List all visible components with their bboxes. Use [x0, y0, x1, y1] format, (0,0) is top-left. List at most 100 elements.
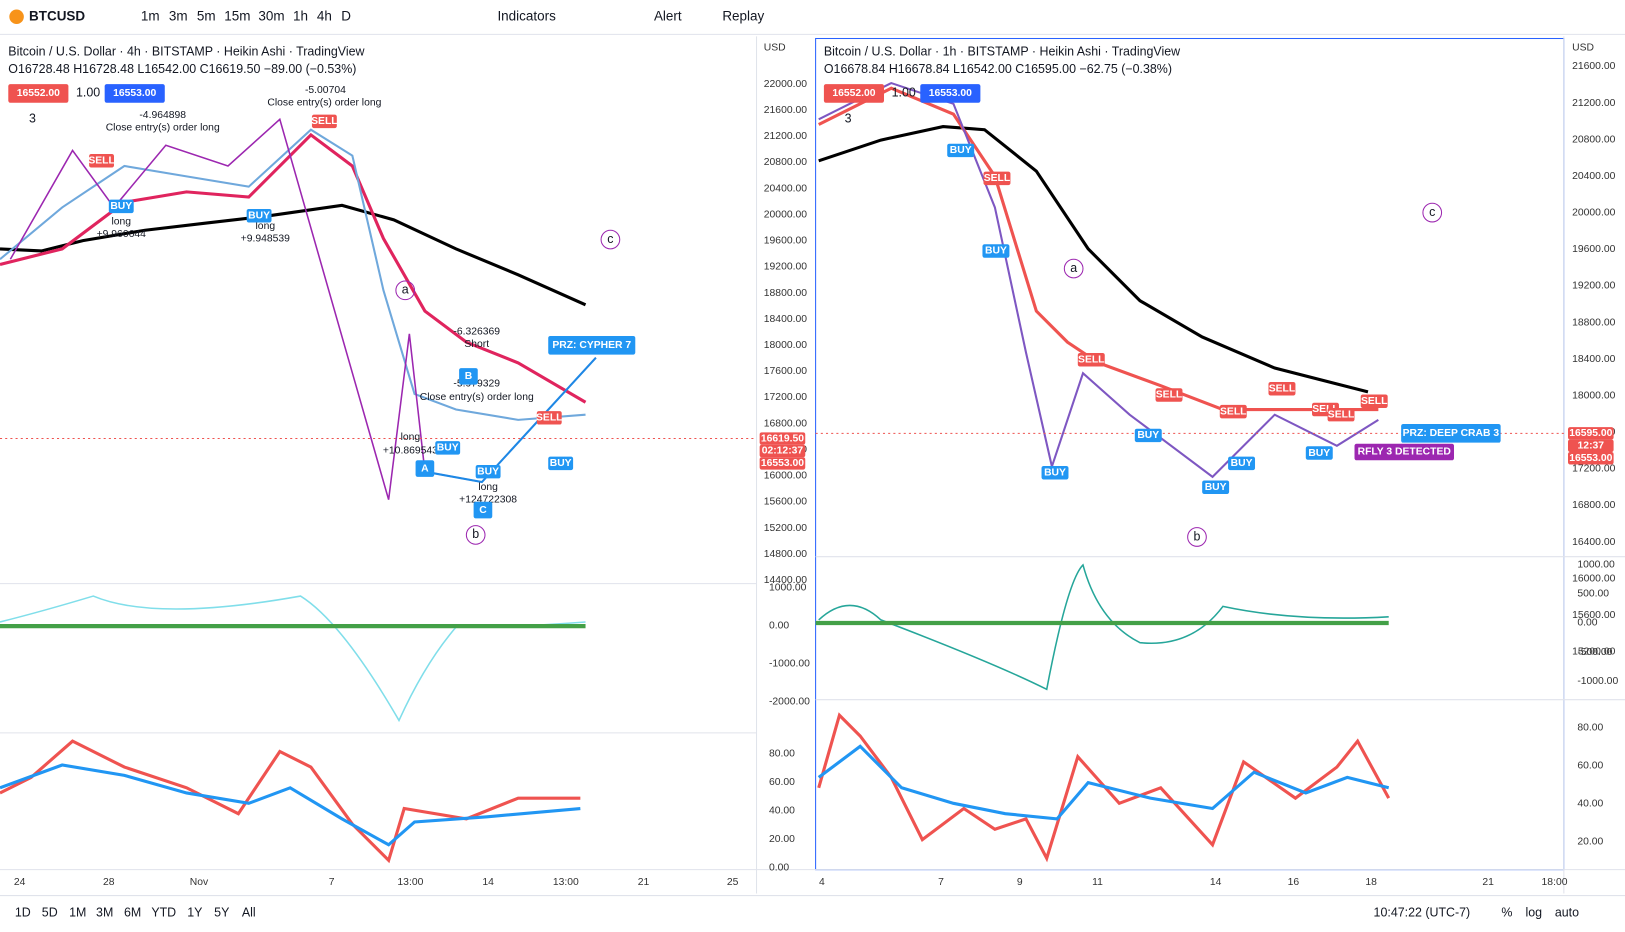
price-tick: 19600.00	[1572, 244, 1615, 255]
currency: USD	[764, 43, 786, 54]
last-price: 16553.00	[1569, 453, 1612, 464]
interval[interactable]: 4h	[317, 8, 332, 23]
wave-circle	[465, 525, 486, 545]
signal: SELL	[1078, 355, 1105, 366]
signal-bg	[548, 456, 574, 471]
price-tick: 21600.00	[1572, 61, 1615, 72]
ohlc: O16678.84 H16678.84 L16542.00 C16595.00 …	[824, 62, 1172, 76]
time-tick: 24	[14, 877, 26, 888]
signal: SELL	[984, 173, 1011, 184]
last-price: 02:12:37	[762, 446, 804, 457]
osc-tick: -2000.00	[769, 697, 810, 708]
annotation: +10.869543	[383, 446, 438, 457]
time-tick: 18	[1365, 877, 1377, 888]
wave-circle	[1422, 202, 1443, 223]
range-button[interactable]: 1D	[15, 905, 31, 919]
price-tick: 19200.00	[1572, 281, 1615, 292]
last-price: 16595.00	[1569, 428, 1612, 439]
price-tick: 21200.00	[764, 131, 807, 142]
signal: BUY	[550, 458, 572, 469]
signal-bg	[1155, 388, 1183, 402]
range-button[interactable]: 6M	[124, 905, 141, 919]
log-toggle[interactable]: log	[1526, 905, 1543, 919]
last-price-bg	[759, 457, 806, 470]
range-button[interactable]: YTD	[151, 905, 176, 919]
price-tick: 15600.00	[1572, 610, 1615, 621]
alert-button[interactable]: Alert	[654, 8, 682, 23]
rsi-tick: 20.00	[1577, 837, 1603, 848]
quantity: 1.00	[892, 86, 916, 100]
price-tick: 20800.00	[1572, 134, 1615, 145]
annotation: -4.964898	[139, 110, 186, 121]
symbol[interactable]: BTCUSD	[29, 8, 85, 23]
interval[interactable]: D	[341, 8, 351, 23]
signal: SELL	[1328, 409, 1355, 420]
sell-price-bg	[823, 84, 885, 103]
signal-bg	[1077, 353, 1105, 367]
buy-price-bg	[104, 84, 165, 103]
last-price-bg	[1568, 452, 1614, 465]
range-button[interactable]: 5D	[42, 905, 58, 919]
labels: BTCUSD 1m 3m 5m 15m 30m 1h 4h D Indicators Alert Re…	[8, 8, 1618, 919]
rsi-fast	[0, 739, 581, 864]
signal: BUY	[1231, 458, 1253, 469]
signal: SELL	[1220, 406, 1247, 417]
price-tick: 17200.00	[1572, 464, 1615, 475]
last-price-bg	[759, 432, 806, 445]
signal-bg	[1305, 446, 1333, 460]
signal-bg	[1360, 394, 1388, 408]
interval[interactable]: 3m	[169, 8, 188, 23]
price-tick: 15200.00	[1572, 647, 1615, 658]
prz-label-bg	[1401, 424, 1501, 443]
signal: BUY	[437, 443, 459, 454]
wave-circle	[1187, 527, 1207, 547]
price-tick: 20800.00	[764, 157, 807, 168]
percent-toggle[interactable]: %	[1501, 905, 1512, 919]
range-button[interactable]: All	[242, 905, 256, 919]
interval[interactable]: 1m	[141, 8, 160, 23]
annotation: -6.326369	[453, 327, 500, 338]
auto-toggle[interactable]: auto	[1555, 905, 1579, 919]
interval[interactable]: 15m	[224, 8, 250, 23]
pattern-point-bg	[459, 368, 478, 385]
range-button[interactable]: 5Y	[214, 905, 230, 919]
annotation: -5.00704	[305, 85, 346, 96]
signal-bg	[1268, 382, 1296, 396]
interval[interactable]: 30m	[258, 8, 284, 23]
rsi-tick: 40.00	[1577, 798, 1603, 809]
annotation: Close entry(s) order long	[106, 122, 220, 133]
time-tick: 4	[819, 877, 825, 888]
last-price-bg	[1568, 427, 1614, 440]
signal: SELL	[1269, 384, 1296, 395]
annotation: long	[256, 221, 276, 232]
chart-title: Bitcoin / U.S. Dollar · 4h · BITSTAMP · …	[8, 44, 364, 58]
buy-price: 16553.00	[929, 88, 972, 99]
price-tick: 16800.00	[1572, 500, 1615, 511]
annotation: Close entry(s) order long	[267, 97, 381, 108]
range-button[interactable]: 1Y	[187, 905, 203, 919]
signal: BUY	[1308, 448, 1330, 459]
replay-button[interactable]: Replay	[722, 8, 764, 23]
time-tick: 21	[1482, 877, 1494, 888]
price-tick: 20000.00	[764, 209, 807, 220]
interval[interactable]: 1h	[293, 8, 308, 23]
wave-label: c	[1429, 205, 1435, 219]
coin-icon	[9, 9, 24, 24]
signal: BUY	[477, 466, 499, 477]
range-button[interactable]: 1M	[69, 905, 86, 919]
indicators-button[interactable]: Indicators	[497, 8, 556, 23]
signal: SELL	[88, 156, 115, 167]
osc-tick: -1000.00	[1577, 676, 1618, 687]
price-tick: 20400.00	[1572, 171, 1615, 182]
rsi-tick: 20.00	[769, 834, 795, 845]
signal: BUY	[985, 246, 1007, 257]
price-tick: 17600.00	[764, 366, 807, 377]
pattern-point-bg	[415, 460, 435, 477]
range-button[interactable]: 3M	[96, 905, 113, 919]
annotation: Short	[464, 339, 489, 350]
last-price-bg	[1568, 439, 1614, 453]
price-tick: 16400.00	[1572, 537, 1615, 548]
price-tick: 15600.00	[764, 497, 807, 508]
price-tick: 14800.00	[764, 549, 807, 560]
interval[interactable]: 5m	[197, 8, 216, 23]
